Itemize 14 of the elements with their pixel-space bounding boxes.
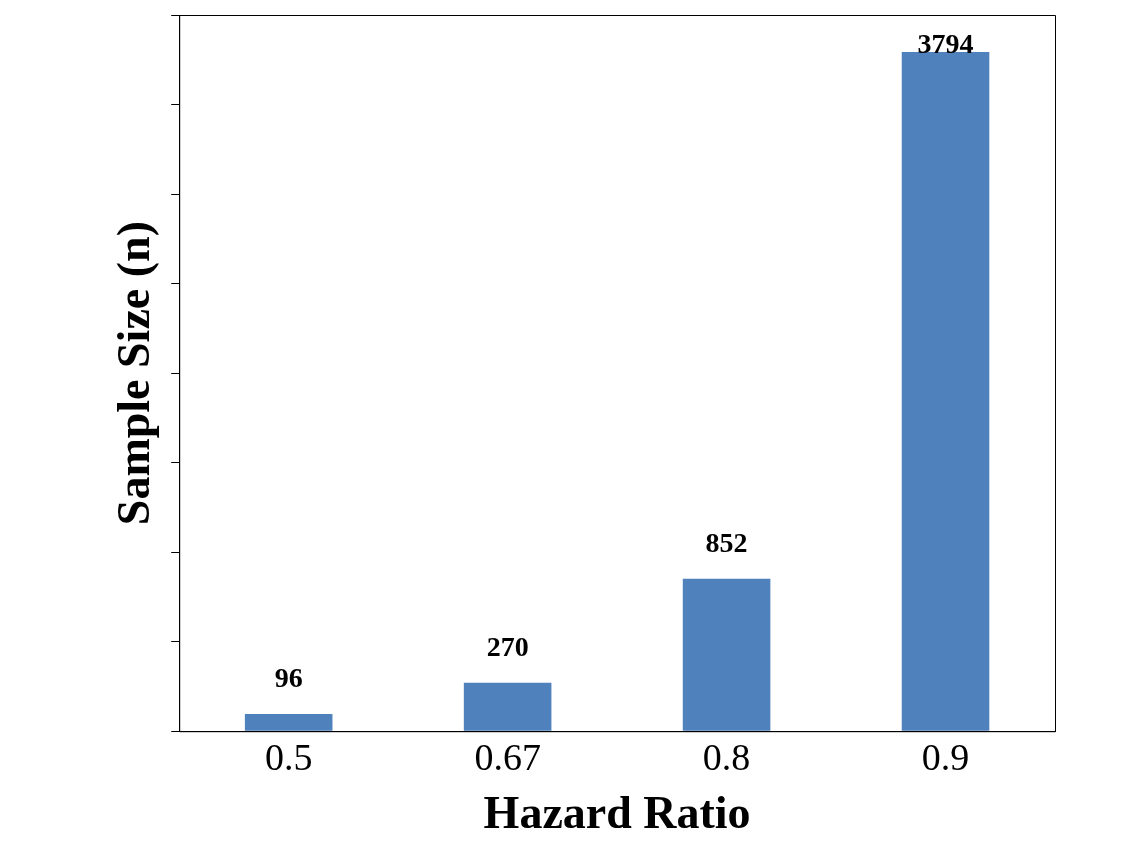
bar: [463, 682, 552, 731]
x-tick-label: 0.9: [921, 735, 970, 778]
x-tick-label: 0.8: [702, 735, 751, 778]
x-tick-label: 0.5: [264, 735, 313, 778]
data-label: 96: [274, 662, 303, 694]
y-axis-title: Sample Size (n): [108, 221, 160, 526]
bar: [901, 51, 990, 731]
bar: [682, 578, 771, 731]
bar: [244, 714, 333, 731]
data-label: 852: [705, 526, 748, 558]
x-axis-title: Hazard Ratio: [483, 787, 751, 839]
data-label: 3794: [917, 28, 974, 60]
x-tick-label: 0.67: [474, 735, 541, 778]
data-label: 270: [486, 631, 529, 663]
